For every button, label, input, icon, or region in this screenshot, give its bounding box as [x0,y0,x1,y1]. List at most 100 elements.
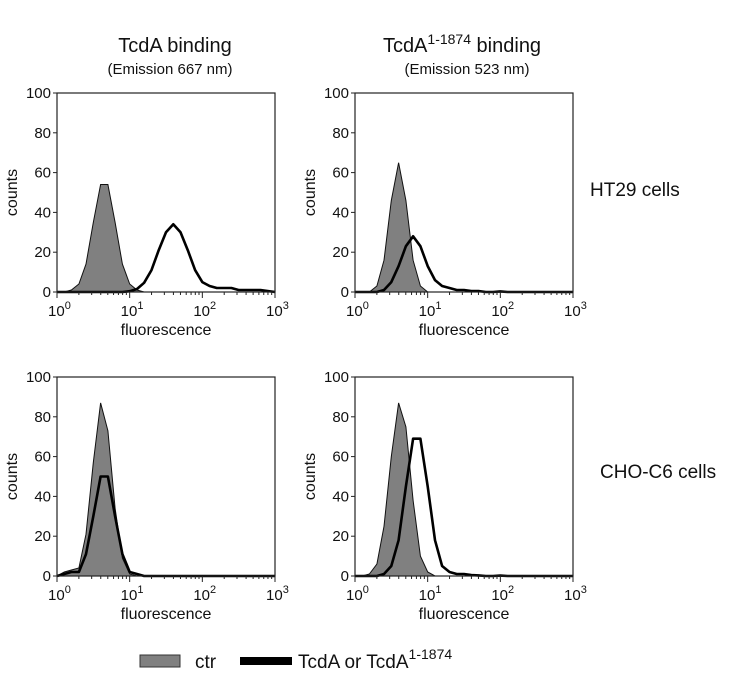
x-tick-label: 102 [491,584,514,604]
x-tick-exp: 3 [581,584,587,596]
x-tick-label: 103 [564,300,587,320]
y-tick-label: 80 [332,125,349,142]
x-tick-label: 103 [564,584,587,604]
y-tick-label: 80 [34,125,51,142]
y-tick-label: 20 [34,528,51,545]
plot-frame [354,376,574,577]
x-tick-exp: 0 [65,584,71,596]
legend-swatch-tcda [240,657,292,665]
y-tick-label: 40 [332,204,349,221]
x-tick-base: 10 [564,303,581,320]
x-tick-base: 10 [346,587,363,604]
x-tick-exp: 2 [508,300,514,312]
legend-swatch-ctr [139,654,181,668]
x-tick-base: 10 [419,587,436,604]
x-tick-base: 10 [121,587,138,604]
y-tick-label: 60 [34,449,51,466]
x-tick-base: 10 [491,587,508,604]
x-tick-exp: 0 [363,300,369,312]
y-tick-label: 40 [332,488,349,505]
plot-frame [56,376,276,577]
x-tick-exp: 1 [137,300,143,312]
y-tick-label: 100 [324,369,349,386]
x-tick-label: 102 [193,300,216,320]
x-axis-label: fluorescence [121,606,212,623]
y-axis-label: counts [4,453,21,500]
y-tick-label: 100 [324,85,349,102]
x-tick-label: 103 [266,300,289,320]
x-tick-label: 102 [491,300,514,320]
row-label-1: HT29 cells [590,180,680,201]
series-ctr-area [355,162,573,293]
legend-label-ctr: ctr [195,652,217,673]
column-title-2-sup: 1-1874 [427,31,471,47]
y-tick-label: 100 [26,85,51,102]
y-tick-label: 40 [34,204,51,221]
y-axis-label: counts [302,169,319,216]
y-tick-label: 0 [341,284,349,301]
x-tick-exp: 0 [363,584,369,596]
x-axis-label: fluorescence [419,606,510,623]
column-subtitle-1: (Emission 667 nm) [107,61,232,78]
plot-frame [354,92,574,293]
x-tick-base: 10 [346,303,363,320]
x-axis-label: fluorescence [419,322,510,339]
x-tick-label: 101 [121,300,144,320]
x-tick-label: 102 [193,584,216,604]
y-tick-label: 20 [34,244,51,261]
y-axis-label: counts [4,169,21,216]
legend-label-tcda-sup: 1-1874 [409,646,453,662]
y-tick-label: 0 [341,568,349,585]
x-tick-base: 10 [491,303,508,320]
x-tick-label: 101 [121,584,144,604]
x-tick-base: 10 [121,303,138,320]
plot-frame [56,92,276,293]
series-ctr-area [57,184,275,293]
y-tick-label: 0 [43,568,51,585]
y-tick-label: 80 [332,409,349,426]
column-title-2-base: TcdA [383,35,428,57]
x-tick-base: 10 [564,587,581,604]
y-tick-label: 20 [332,528,349,545]
column-title-1: TcdA binding [118,35,231,57]
y-axis-label: counts [302,453,319,500]
legend: ctr TcdA or TcdA1-1874 [139,646,452,673]
column-title-2: TcdA1-1874 binding [383,31,541,57]
series-ctr-area [355,402,573,577]
x-tick-exp: 1 [435,300,441,312]
x-tick-base: 10 [193,587,210,604]
x-tick-label: 100 [48,584,71,604]
x-tick-exp: 1 [435,584,441,596]
x-tick-exp: 2 [210,584,216,596]
y-tick-label: 100 [26,369,51,386]
x-axis-label: fluorescence [121,322,212,339]
legend-label-tcda: TcdA or TcdA1-1874 [298,646,452,673]
y-tick-label: 20 [332,244,349,261]
x-tick-base: 10 [193,303,210,320]
x-tick-label: 101 [419,300,442,320]
x-tick-exp: 2 [210,300,216,312]
x-tick-base: 10 [48,587,65,604]
x-tick-exp: 2 [508,584,514,596]
y-tick-label: 0 [43,284,51,301]
column-subtitle-2: (Emission 523 nm) [404,61,529,78]
y-tick-label: 60 [332,449,349,466]
x-tick-exp: 3 [283,300,289,312]
x-tick-label: 101 [419,584,442,604]
x-tick-exp: 3 [581,300,587,312]
series-ctr-area [56,402,275,577]
y-tick-label: 60 [34,165,51,182]
x-tick-base: 10 [419,303,436,320]
legend-label-tcda-base: TcdA or TcdA [298,652,409,673]
x-tick-base: 10 [266,587,283,604]
row-label-2: CHO-C6 cells [600,462,716,483]
x-tick-label: 103 [266,584,289,604]
x-tick-base: 10 [266,303,283,320]
x-tick-label: 100 [346,300,369,320]
y-tick-label: 60 [332,165,349,182]
x-tick-label: 100 [346,584,369,604]
